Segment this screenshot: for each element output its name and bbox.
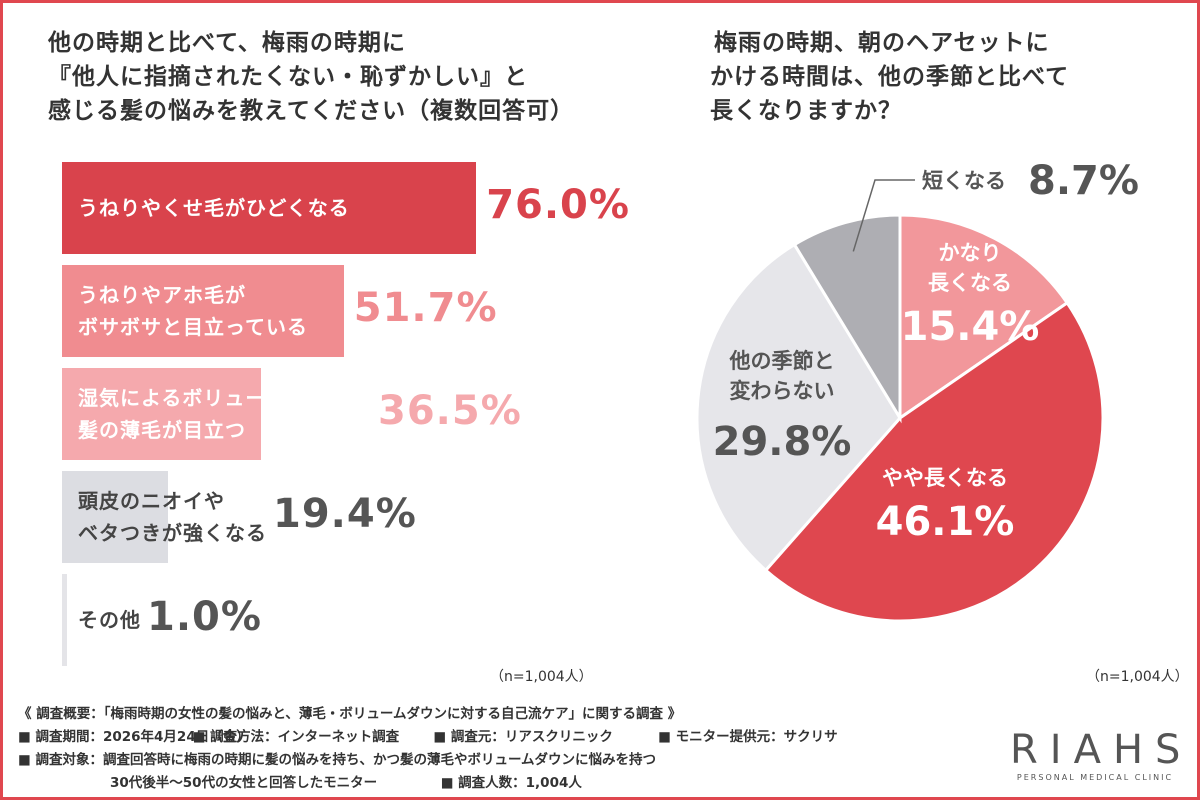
pie-chart-title-line: 長くなりますか？ bbox=[710, 98, 902, 124]
summary-row: 30代後半〜50代の女性と回答したモニター ■ 調査人数：1,004人 bbox=[18, 772, 838, 795]
bar-category-label-line: ボサボサと目立っている bbox=[78, 315, 308, 339]
bar-category-label: うねりやくせ毛がひどくなる bbox=[78, 192, 350, 224]
pie-slice bbox=[792, 213, 902, 424]
bar bbox=[62, 574, 68, 666]
summary-period: ■ 調査期間：2026年4月24日（金） bbox=[18, 729, 250, 745]
summary-target-cont: 30代後半〜50代の女性と回答したモニター bbox=[110, 775, 378, 791]
bar-category-label-line: その他 bbox=[78, 608, 141, 632]
clinic-logo: RIAHS PERSONAL MEDICAL CLINIC bbox=[1010, 728, 1180, 784]
bar bbox=[62, 162, 477, 254]
pie-slice-label: やや長くなる bbox=[882, 466, 1008, 490]
pie-slice-label: 変わらない bbox=[730, 379, 835, 403]
pie-slice-value: 46.1% bbox=[876, 499, 1015, 545]
summary-method: ■ 調査方法：インターネット調査 bbox=[192, 729, 400, 745]
bar-chart-title: 他の時期と比べて、梅雨の時期に 『他人に指摘されたくない・恥ずかしい』と 感じる… bbox=[48, 26, 574, 128]
summary-source: ■ 調査元：リアスクリニック bbox=[433, 729, 613, 745]
bar-category-label-line: ベタつきが強くなる bbox=[78, 521, 267, 545]
bar bbox=[62, 368, 261, 460]
bar bbox=[62, 471, 168, 563]
bar-category-label-line: うねりやアホ毛が bbox=[78, 283, 246, 307]
pie-slice bbox=[763, 300, 1105, 623]
bar-chart-sample-size: （n=1,004人） bbox=[490, 669, 593, 685]
bar-value-label: 19.4% bbox=[273, 491, 417, 537]
pie-slice-value: 29.8% bbox=[713, 419, 852, 465]
pie-slice-value: 15.4% bbox=[901, 304, 1040, 350]
survey-summary: 《 調査概要：「梅雨時期の女性の髪の悩みと、薄毛・ボリュームダウンに対する自己流… bbox=[18, 703, 838, 795]
bar-category-label: その他 bbox=[78, 604, 141, 636]
pie-slice-label: かなり bbox=[939, 241, 1002, 265]
bar-category-label-line: うねりやくせ毛がひどくなる bbox=[78, 196, 350, 220]
bar-chart-title-line: 『他人に指摘されたくない・恥ずかしい』と bbox=[48, 64, 528, 90]
summary-row: ■ 調査期間：2026年4月24日（金） ■ 調査方法：インターネット調査 ■ … bbox=[18, 726, 838, 749]
bar-category-label: 頭皮のニオイやベタつきが強くなる bbox=[78, 485, 267, 549]
bar-chart-title-line: 感じる髪の悩みを教えてください（複数回答可） bbox=[48, 98, 575, 124]
summary-heading: 《 調査概要：「梅雨時期の女性の髪の悩みと、薄毛・ボリュームダウンに対する自己流… bbox=[18, 706, 682, 722]
logo-wordmark: RIAHS bbox=[1010, 727, 1193, 773]
pie-slice bbox=[695, 242, 902, 573]
bar-value-label: 1.0% bbox=[147, 594, 262, 640]
pie-chart-title-line: かける時間は、他の季節と比べて bbox=[710, 64, 1070, 90]
bar bbox=[62, 265, 344, 357]
summary-provider: ■ モニター提供元：サクリサ bbox=[658, 729, 838, 745]
pie-chart-title-line: 梅雨の時期、朝のヘアセットに bbox=[714, 30, 1050, 56]
pie-chart-title: 梅雨の時期、朝のヘアセットに かける時間は、他の季節と比べて 長くなりますか？ bbox=[710, 26, 1069, 128]
bar-category-label: 湿気によるボリュームダウンで 髪の薄毛が目立つ bbox=[78, 382, 371, 446]
bar-category-label-line: 湿気によるボリュームダウンで bbox=[78, 386, 371, 410]
summary-target: ■ 調査対象：調査回答時に梅雨の時期に髪の悩みを持ち、かつ髪の薄毛やボリュームダ… bbox=[18, 752, 657, 768]
bar-category-label-line: 頭皮のニオイや bbox=[78, 489, 225, 513]
pie-leader-line bbox=[852, 179, 915, 252]
pie-slice-label: 短くなる bbox=[922, 169, 1006, 193]
bar-chart-title-line: 他の時期と比べて、梅雨の時期に bbox=[48, 30, 406, 56]
bar-category-label-line: 髪の薄毛が目立つ bbox=[78, 418, 246, 442]
summary-count: ■ 調査人数：1,004人 bbox=[440, 775, 582, 791]
bar-value-label: 76.0% bbox=[486, 182, 630, 228]
logo-tagline: PERSONAL MEDICAL CLINIC bbox=[1016, 773, 1174, 782]
bar-category-label: うねりやアホ毛がボサボサと目立っている bbox=[78, 279, 308, 343]
bar-value-label: 36.5% bbox=[378, 388, 522, 434]
pie-chart-sample-size: （n=1,004人） bbox=[1086, 669, 1189, 685]
pie-slice-label: 長くなる bbox=[928, 271, 1012, 295]
pie-slice-value: 8.7% bbox=[1028, 158, 1139, 204]
pie-slice bbox=[898, 213, 1070, 421]
bar-value-label: 51.7% bbox=[353, 285, 498, 331]
pie-slice-label: 他の季節と bbox=[729, 349, 835, 373]
